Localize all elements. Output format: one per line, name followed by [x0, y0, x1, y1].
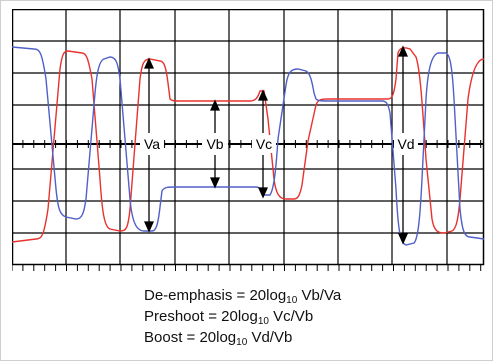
- vd-label: Vd: [397, 136, 414, 152]
- formula-text: Vd/Vb: [247, 329, 293, 346]
- va-label: Va: [144, 136, 160, 152]
- vd-label-bg: [394, 135, 418, 153]
- formula-text: Vb/Va: [297, 287, 342, 304]
- formula-subscript: 10: [236, 337, 248, 348]
- blue-waveform-trace: [12, 46, 485, 246]
- vc-arrow-head-bottom: [257, 187, 269, 199]
- formula-text: De-emphasis = 20log: [144, 287, 287, 304]
- vb-arrow-head-bottom: [209, 177, 221, 189]
- va-arrow-head-top: [143, 57, 155, 69]
- formula-text: Vc/Vb: [268, 308, 314, 325]
- preshoot-formula: Preshoot = 20log10 Vc/Vb: [144, 308, 314, 327]
- formula-text: Boost = 20log: [144, 329, 237, 346]
- boost-formula: Boost = 20log10 Vd/Vb: [144, 329, 293, 348]
- vc-label-bg: [252, 135, 276, 153]
- vb-label: Vb: [206, 136, 223, 152]
- va-label-bg: [140, 135, 164, 153]
- de-emphasis-formula: De-emphasis = 20log10 Vb/Va: [144, 287, 342, 306]
- vb-label-bg: [202, 135, 228, 153]
- formula-subscript: 10: [286, 295, 298, 306]
- vd-arrow-head-bottom: [397, 233, 409, 245]
- vb-arrow-head-top: [209, 99, 221, 111]
- grid: [12, 9, 484, 265]
- oscilloscope-waveform-plot: Va Vb Vc Vd: [12, 9, 485, 271]
- measurement-arrows: [143, 45, 409, 245]
- vd-arrow-head-top: [397, 45, 409, 57]
- minor-ticks: [12, 140, 482, 271]
- va-arrow-head-bottom: [143, 221, 155, 233]
- formula-text: Preshoot = 20log: [144, 308, 258, 325]
- vc-arrow-head-top: [257, 89, 269, 101]
- plot-border: [12, 9, 485, 266]
- vc-label: Vc: [256, 136, 272, 152]
- formula-subscript: 10: [257, 316, 269, 327]
